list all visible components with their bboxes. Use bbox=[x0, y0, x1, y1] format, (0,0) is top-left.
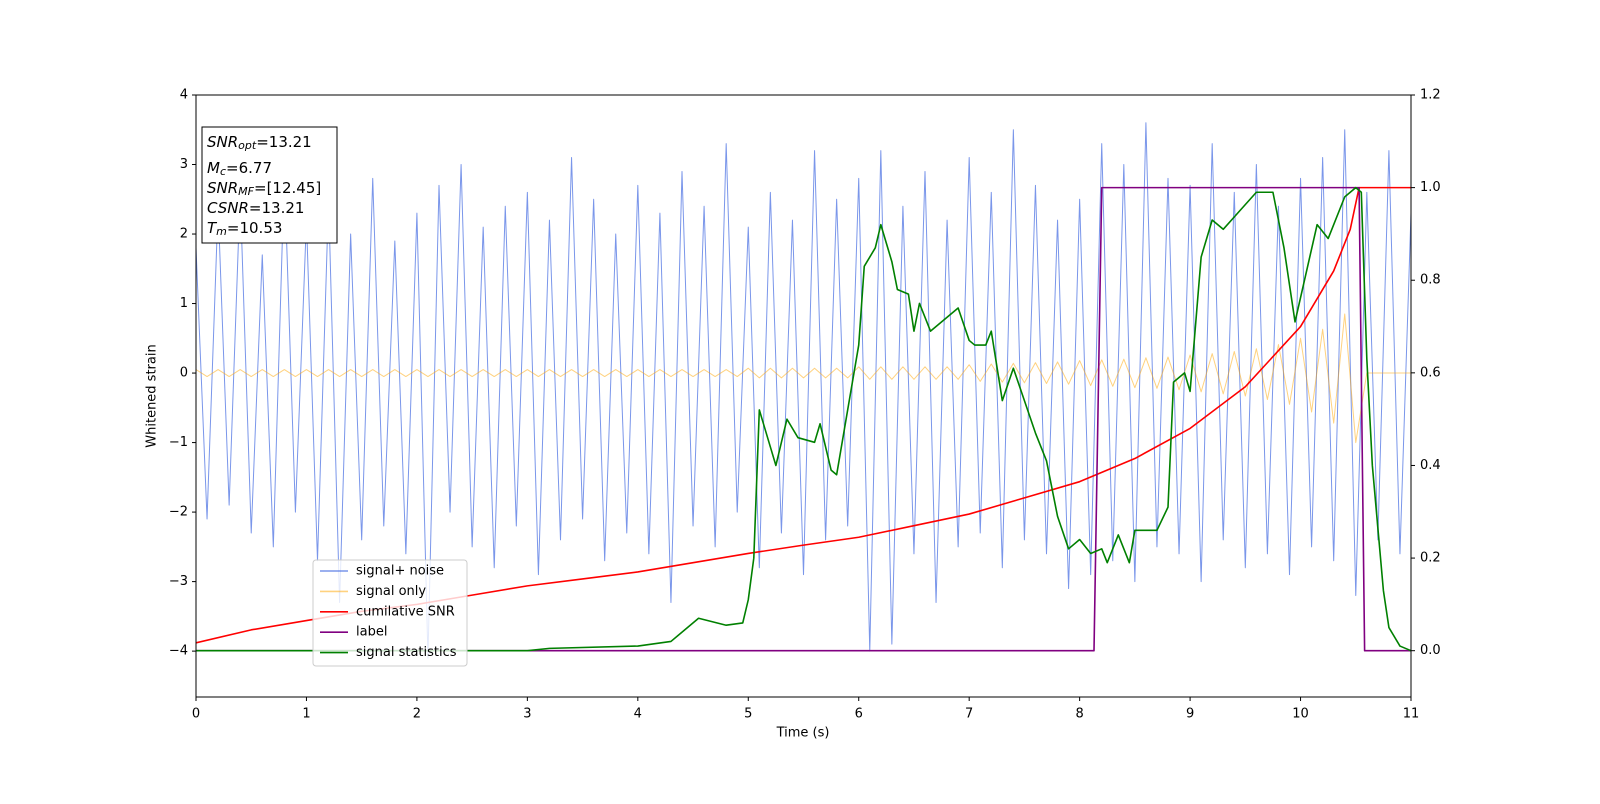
annotation-text: Tm=10.53 bbox=[207, 219, 282, 239]
y2-tick-label: 0.2 bbox=[1420, 551, 1441, 566]
legend-label: cumilative SNR bbox=[356, 604, 455, 619]
y-tick-label: −2 bbox=[169, 505, 188, 520]
y-tick-label: 4 bbox=[180, 88, 188, 103]
annotation-text: CSNR=13.21 bbox=[207, 199, 304, 217]
legend: signal+ noise signal only cumilative SNR la… bbox=[312, 559, 468, 667]
y-tick-label: −3 bbox=[169, 574, 188, 589]
legend-label: signal statistics bbox=[356, 645, 457, 660]
annotation-symbol: T bbox=[207, 219, 218, 237]
x-tick-label: 11 bbox=[1403, 707, 1420, 722]
x-tick-label: 8 bbox=[1075, 707, 1083, 722]
annotation-box: SNRopt=13.21Mc=6.77SNRMF=[12.45]CSNR=13.… bbox=[201, 126, 338, 244]
y2-tick-label: 0.0 bbox=[1420, 643, 1441, 658]
annotation-text: SNRMF=[12.45] bbox=[207, 179, 321, 199]
series-line bbox=[196, 186, 1411, 652]
x-tick-label: 10 bbox=[1292, 707, 1309, 722]
y-tick-label: −1 bbox=[169, 435, 188, 450]
annotation-text: Mc=6.77 bbox=[207, 159, 272, 179]
annotation-symbol: SNR bbox=[207, 179, 238, 197]
x-tick-label: 4 bbox=[634, 707, 642, 722]
annotation-subscript: m bbox=[216, 225, 227, 238]
x-tick-label: 3 bbox=[523, 707, 531, 722]
annotation-value: =[12.45] bbox=[254, 179, 321, 197]
legend-label: signal only bbox=[356, 584, 426, 599]
y-tick-label: −4 bbox=[169, 644, 188, 659]
annotation-value: =6.77 bbox=[226, 159, 272, 177]
x-tick-label: 6 bbox=[855, 707, 863, 722]
annotation-subscript: opt bbox=[238, 139, 257, 152]
legend-label: signal+ noise bbox=[356, 564, 444, 579]
y-tick-label: 0 bbox=[180, 366, 188, 381]
y2-tick-label: 1.2 bbox=[1420, 88, 1441, 103]
annotation-value: =13.21 bbox=[249, 199, 305, 217]
annotation-text: SNRopt=13.21 bbox=[207, 133, 312, 153]
x-tick-label: 5 bbox=[744, 707, 752, 722]
series-line bbox=[196, 313, 1411, 444]
y2-tick-label: 0.6 bbox=[1420, 365, 1441, 380]
x-tick-label: 9 bbox=[1186, 707, 1194, 722]
annotation-symbol: CSNR bbox=[207, 199, 249, 217]
annotation-symbol: M bbox=[207, 159, 220, 177]
x-tick-label: 2 bbox=[413, 707, 421, 722]
plot-frame bbox=[195, 94, 1412, 698]
annotation-subscript: MF bbox=[238, 185, 254, 198]
x-tick-label: 1 bbox=[302, 707, 310, 722]
x-tick-label: 0 bbox=[192, 707, 200, 722]
legend-label: label bbox=[356, 625, 387, 640]
y-tick-label: 1 bbox=[180, 296, 188, 311]
y2-tick-label: 1.0 bbox=[1420, 180, 1441, 195]
annotation-subscript: c bbox=[220, 165, 226, 178]
annotation-symbol: SNR bbox=[207, 133, 238, 151]
x-axis-label: Time (s) bbox=[776, 726, 830, 741]
y2-tick-label: 0.4 bbox=[1420, 458, 1441, 473]
y-axis-label: Whitened strain bbox=[145, 344, 160, 447]
y-tick-label: 3 bbox=[180, 157, 188, 172]
series-line bbox=[196, 122, 1411, 659]
annotation-value: =13.21 bbox=[256, 133, 312, 151]
y2-tick-label: 0.8 bbox=[1420, 273, 1441, 288]
y-tick-label: 2 bbox=[180, 227, 188, 242]
x-tick-label: 7 bbox=[965, 707, 973, 722]
series-line bbox=[196, 186, 1411, 652]
annotation-value: =10.53 bbox=[227, 219, 283, 237]
annotation-frame bbox=[201, 126, 338, 244]
legend-frame bbox=[312, 559, 468, 667]
